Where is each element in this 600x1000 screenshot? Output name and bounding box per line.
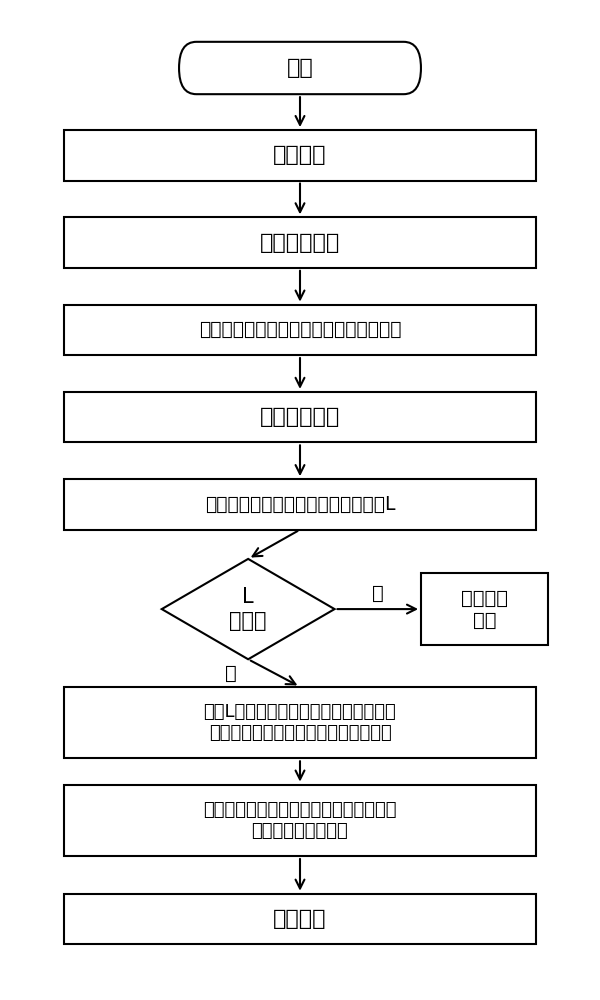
Bar: [64, 479, 536, 530]
Text: L
存在？: L 存在？: [229, 587, 267, 631]
Polygon shape: [162, 559, 335, 659]
Text: 构建栅格地图: 构建栅格地图: [260, 233, 340, 253]
FancyBboxPatch shape: [179, 42, 421, 94]
Bar: [421, 573, 548, 645]
Text: 采用广度优先搜索算法寻找无向图中起点
与终点间的最短路径: 采用广度优先搜索算法寻找无向图中起点 与终点间的最短路径: [203, 801, 397, 840]
Bar: [64, 785, 536, 856]
Bar: [64, 894, 536, 944]
Text: 感知环境: 感知环境: [273, 145, 327, 165]
Text: 提取地图骨架: 提取地图骨架: [260, 407, 340, 427]
Text: 否: 否: [372, 584, 383, 603]
Text: 规划结束: 规划结束: [273, 909, 327, 929]
Bar: [64, 217, 536, 268]
Bar: [64, 305, 536, 355]
Text: 是: 是: [225, 664, 237, 683]
Bar: [64, 130, 536, 181]
Text: 寻找连接路径起点与终点的连通骨架L: 寻找连接路径起点与终点的连通骨架L: [205, 495, 395, 514]
Text: 开始: 开始: [287, 58, 313, 78]
Bar: [64, 687, 536, 758]
Bar: [64, 392, 536, 442]
Text: 设计起点与终点栅格，使其为不能细化点: 设计起点与终点栅格，使其为不能细化点: [199, 320, 401, 339]
Text: 提取L所含节点，计算节点间关节长度，
并构建包含起点、终点、节点的无向图: 提取L所含节点，计算节点间关节长度， 并构建包含起点、终点、节点的无向图: [203, 703, 397, 742]
Text: 无可通行
路径: 无可通行 路径: [461, 589, 508, 630]
